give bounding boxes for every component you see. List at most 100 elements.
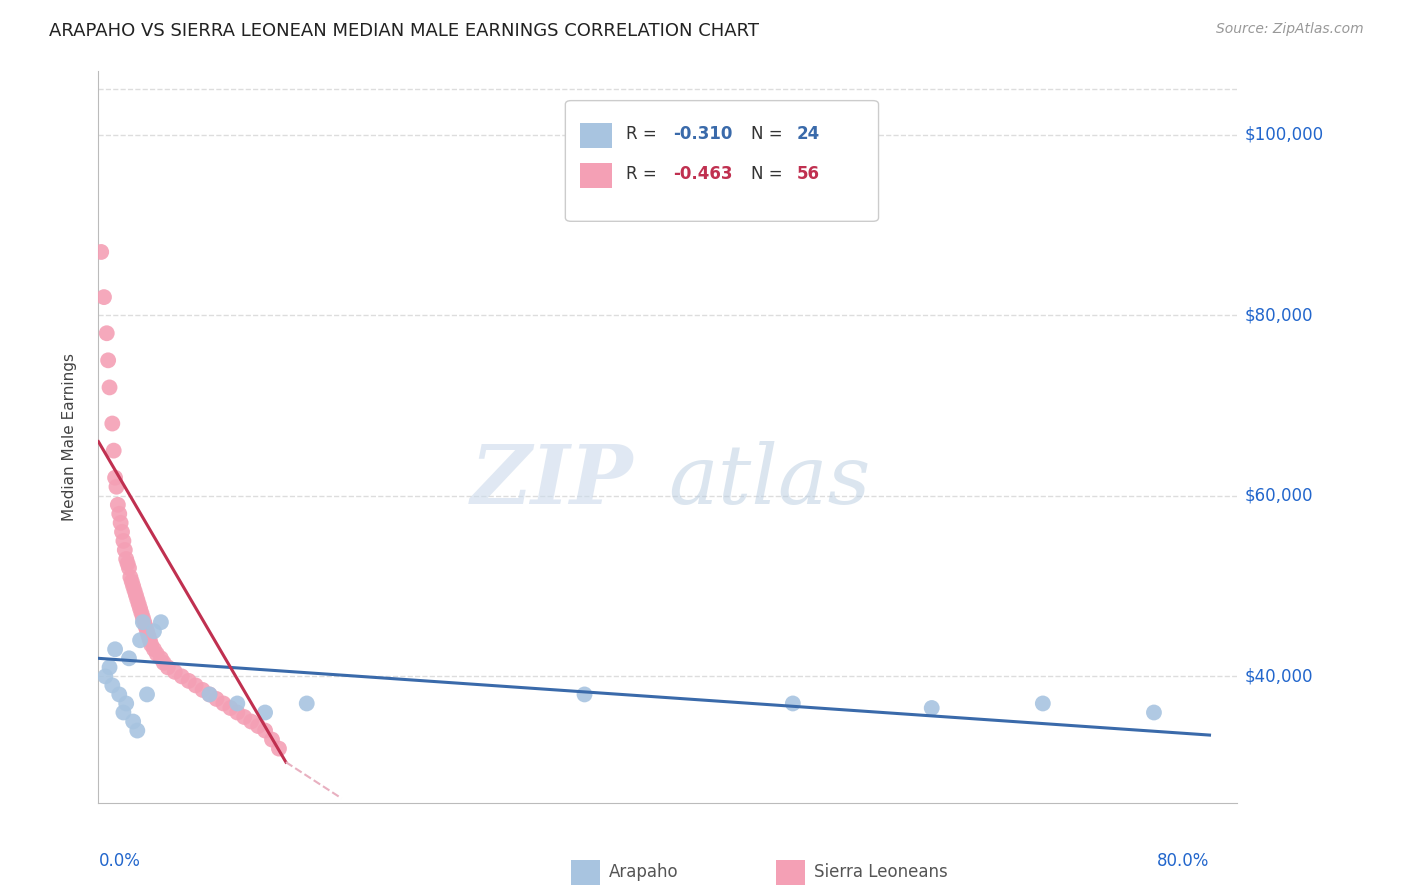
Text: atlas: atlas	[668, 441, 870, 521]
Text: $100,000: $100,000	[1244, 126, 1323, 144]
Point	[117, 557, 139, 571]
Point	[247, 719, 270, 733]
Point	[139, 633, 162, 648]
Text: 80.0%: 80.0%	[1157, 853, 1209, 871]
Point	[254, 723, 277, 738]
Point	[226, 697, 249, 711]
Point	[104, 471, 127, 485]
Bar	[581, 162, 612, 188]
Point	[136, 688, 159, 702]
Text: $80,000: $80,000	[1244, 306, 1313, 324]
Point	[98, 380, 121, 394]
Point	[125, 588, 148, 602]
Text: R =: R =	[626, 125, 662, 144]
Text: $40,000: $40,000	[1244, 667, 1313, 685]
Point	[1143, 706, 1166, 720]
Point	[97, 353, 120, 368]
Point	[127, 723, 149, 738]
Point	[104, 642, 127, 657]
Point	[108, 688, 131, 702]
Point	[127, 592, 149, 607]
Bar	[776, 860, 804, 886]
Point	[233, 710, 256, 724]
Bar	[581, 122, 612, 148]
Point	[118, 561, 141, 575]
Point	[177, 673, 200, 688]
Point	[205, 692, 228, 706]
Text: ZIP: ZIP	[471, 441, 634, 521]
Y-axis label: Median Male Earnings: Median Male Earnings	[62, 353, 77, 521]
Point	[94, 669, 117, 683]
Point	[163, 665, 186, 679]
Text: R =: R =	[626, 166, 662, 184]
Point	[212, 697, 235, 711]
Point	[101, 678, 124, 692]
Point	[110, 516, 132, 530]
Point	[122, 714, 145, 729]
Point	[112, 706, 135, 720]
Point	[141, 638, 163, 652]
Text: ARAPAHO VS SIERRA LEONEAN MEDIAN MALE EARNINGS CORRELATION CHART: ARAPAHO VS SIERRA LEONEAN MEDIAN MALE EA…	[49, 22, 759, 40]
Point	[574, 688, 596, 702]
Bar	[571, 860, 599, 886]
Point	[90, 244, 112, 259]
Text: 0.0%: 0.0%	[98, 853, 141, 871]
Point	[191, 682, 214, 697]
Point	[156, 660, 179, 674]
Point	[240, 714, 263, 729]
Point	[115, 552, 138, 566]
Point	[108, 507, 131, 521]
Point	[101, 417, 124, 431]
Point	[149, 651, 172, 665]
Point	[260, 732, 283, 747]
Point	[131, 606, 153, 620]
Point	[111, 524, 134, 539]
Point	[295, 697, 318, 711]
Point	[105, 480, 128, 494]
Text: -0.463: -0.463	[673, 166, 733, 184]
Point	[198, 688, 221, 702]
Text: $60,000: $60,000	[1244, 487, 1313, 505]
Point	[120, 570, 142, 584]
Point	[267, 741, 290, 756]
Point	[96, 326, 118, 341]
Point	[170, 669, 193, 683]
Point	[114, 543, 136, 558]
Point	[152, 656, 174, 670]
Point	[138, 629, 160, 643]
Text: -0.310: -0.310	[673, 125, 733, 144]
Text: Sierra Leoneans: Sierra Leoneans	[814, 863, 948, 881]
Point	[782, 697, 804, 711]
Text: 56: 56	[797, 166, 820, 184]
Point	[128, 597, 150, 611]
Point	[118, 651, 141, 665]
Point	[115, 697, 138, 711]
Point	[143, 624, 166, 639]
Point	[121, 574, 143, 589]
Point	[132, 610, 155, 624]
Text: 24: 24	[797, 125, 820, 144]
Point	[184, 678, 207, 692]
Point	[135, 620, 157, 634]
Point	[134, 615, 156, 630]
Point	[1032, 697, 1054, 711]
Point	[129, 633, 152, 648]
Point	[226, 706, 249, 720]
Text: Source: ZipAtlas.com: Source: ZipAtlas.com	[1216, 22, 1364, 37]
Point	[149, 615, 172, 630]
Text: Arapaho: Arapaho	[609, 863, 678, 881]
Point	[129, 601, 152, 615]
Point	[219, 701, 242, 715]
Point	[136, 624, 159, 639]
Point	[145, 647, 167, 661]
Point	[198, 688, 221, 702]
Point	[112, 533, 135, 548]
Point	[93, 290, 115, 304]
Point	[107, 498, 129, 512]
Point	[98, 660, 121, 674]
FancyBboxPatch shape	[565, 101, 879, 221]
Point	[921, 701, 943, 715]
Point	[132, 615, 155, 630]
Point	[122, 579, 145, 593]
Point	[254, 706, 277, 720]
